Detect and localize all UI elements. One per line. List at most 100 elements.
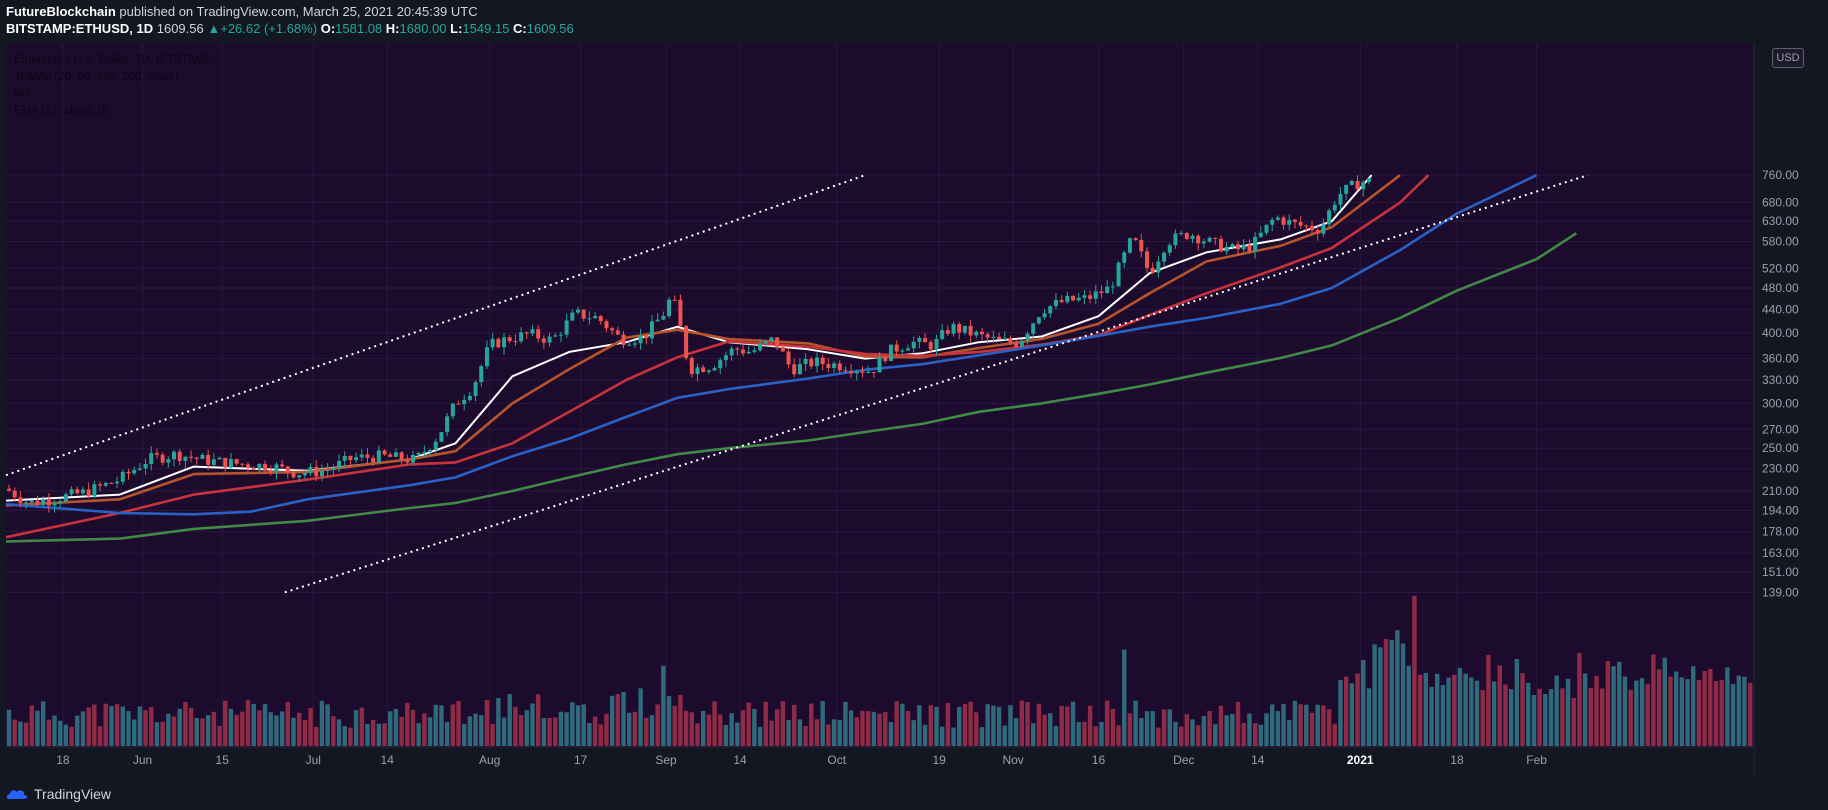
volume-bar (109, 706, 114, 746)
volume-bar (23, 722, 29, 746)
candle-body (422, 451, 427, 454)
volume-bar (1417, 674, 1423, 746)
volume-bar (1565, 678, 1571, 746)
price-chart[interactable]: 139.00 151.00 163.00 178.00 194.00 210.00 230.… (0, 42, 1828, 778)
candle-body (718, 360, 723, 369)
volume-bar (797, 719, 803, 746)
time-tick-label: Oct (827, 753, 846, 767)
candle-body (837, 363, 842, 371)
volume-bar (991, 705, 996, 746)
volume-bar (1457, 667, 1463, 746)
low-value: 1549.15 (462, 21, 510, 36)
volume-bar (1571, 697, 1576, 746)
high-value: 1680.00 (399, 21, 447, 36)
symbol-label[interactable]: BITSTAMP:ETHUSD, 1D (6, 21, 154, 36)
volume-bar (1252, 723, 1258, 746)
price-tick-label: 580.00 (1762, 235, 1799, 249)
tradingview-logo[interactable]: TradingView (6, 786, 111, 802)
price-tick-label: 270.00 (1762, 422, 1799, 436)
volume-bar (627, 712, 632, 746)
candle-body (1127, 238, 1132, 253)
candle-body (1270, 219, 1275, 225)
volume-bar (331, 716, 336, 746)
candle-body (1310, 225, 1315, 231)
volume-bar (1025, 702, 1030, 746)
currency-badge[interactable]: USD (1772, 48, 1804, 68)
trend-channel[interactable] (5, 174, 1589, 594)
volume-bar (1611, 666, 1616, 746)
volume-bar (103, 703, 108, 746)
volume-bar (1691, 666, 1696, 746)
volume-bar (1531, 695, 1537, 746)
author-name[interactable]: FutureBlockchain (6, 4, 116, 19)
price-tick-label: 400.00 (1762, 326, 1799, 340)
candle-body (621, 334, 626, 346)
candle-body (632, 343, 637, 345)
volume-bar (1343, 676, 1349, 746)
volume-bar (865, 711, 871, 746)
low-label: L: (450, 21, 463, 36)
candle-body (769, 337, 774, 341)
candle-body (308, 466, 313, 474)
candle-body (553, 335, 558, 337)
candle-body (581, 309, 586, 319)
volume-bar (1042, 714, 1047, 746)
volume-bar (308, 707, 313, 746)
volume-bar (370, 719, 376, 746)
volume-bar (1645, 683, 1650, 746)
candle-body (1190, 235, 1195, 239)
candle-body (672, 299, 677, 301)
candle-body (786, 351, 791, 365)
volume-bar (1383, 638, 1389, 746)
price-tick-label: 163.00 (1762, 546, 1799, 560)
volume-bar (80, 711, 86, 746)
volume-bar (1702, 671, 1707, 746)
legend-vol[interactable]: Vol (14, 88, 30, 100)
candle-body (649, 321, 654, 339)
volume-bar (348, 727, 353, 746)
time-tick-label: 16 (1092, 753, 1106, 767)
volume-bar (1452, 674, 1457, 746)
candle-body (456, 403, 461, 405)
volume-bar (12, 719, 17, 746)
volume-bar (763, 701, 768, 746)
volume-bar (968, 701, 973, 746)
legend-emas[interactable]: 4EMAs (20, 50, 100, 200, close) (14, 71, 179, 83)
last-price: 1609.56 (156, 21, 204, 36)
volume-bar (1480, 690, 1485, 746)
legend-title[interactable]: Ethereum / U.S. Dollar, 1D, BITSTAMP (14, 54, 213, 66)
candle-body (268, 470, 273, 473)
volume-bar (251, 704, 256, 746)
candle-body (1338, 193, 1343, 205)
volume-bar (695, 723, 700, 746)
candle-body (12, 490, 17, 498)
candle-body (41, 499, 46, 505)
volume-bar (223, 700, 228, 746)
candles (7, 175, 1371, 513)
legend-ema21[interactable]: EMA (21, close, 0) (14, 105, 108, 117)
volume-bar (1173, 721, 1178, 746)
volume-bar (757, 726, 763, 746)
volume-bar (427, 717, 433, 746)
volume-bar (860, 710, 865, 746)
candle-body (126, 471, 131, 474)
price-axis[interactable] (1754, 42, 1828, 778)
time-axis[interactable] (6, 748, 1754, 778)
volume-bar (1372, 644, 1377, 746)
candle-body (405, 459, 410, 463)
chart-pane[interactable] (6, 44, 1754, 778)
ema-line (5, 232, 1578, 543)
volume-bar (900, 703, 905, 746)
volume-bar (1628, 689, 1633, 746)
volume-bar (1605, 660, 1611, 746)
volume-bar (1617, 661, 1622, 746)
candle-body (1173, 233, 1178, 246)
candle-body (661, 316, 666, 320)
volume-bar (1053, 725, 1059, 746)
candle-body (547, 336, 552, 343)
candle-body (399, 452, 404, 460)
volume-bar (547, 717, 552, 746)
volume-bar (399, 716, 404, 746)
volume-bar (1269, 704, 1275, 746)
volume-bar (1400, 643, 1406, 746)
